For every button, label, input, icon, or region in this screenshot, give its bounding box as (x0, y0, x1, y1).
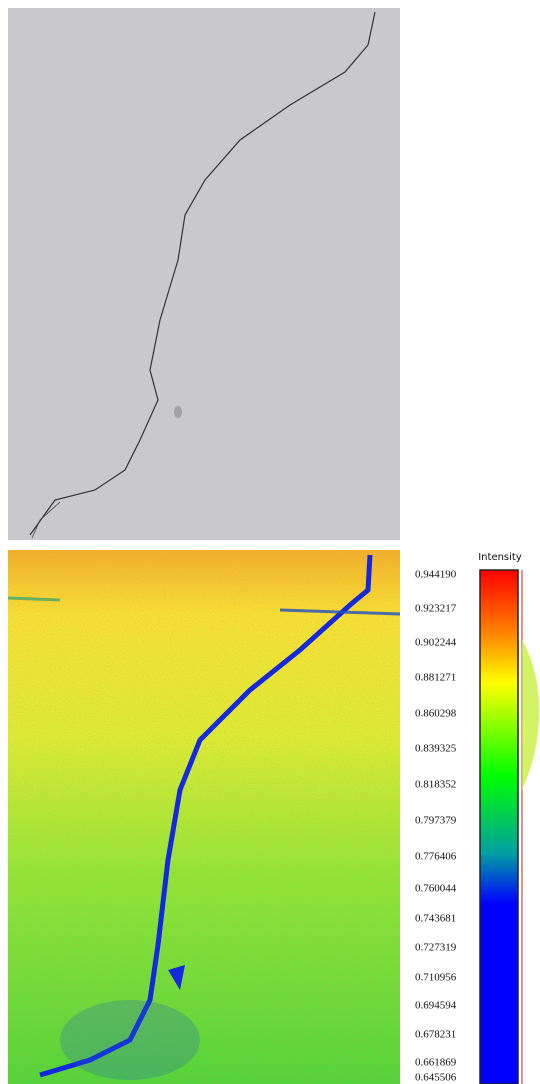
colorbar-label: 0.818352 (415, 779, 456, 791)
colorbar-label: 0.923217 (415, 603, 457, 615)
colorbar-label: 0.710956 (415, 972, 457, 984)
photo (8, 8, 400, 540)
colorbar-label: 0.678231 (415, 1029, 456, 1041)
colorbar-label: 0.776406 (415, 851, 457, 863)
colorbar-label: 0.839325 (415, 743, 457, 755)
colorbar-label: 0.760044 (415, 883, 457, 895)
colorbar-label: 0.727319 (415, 942, 457, 954)
colorbar-label: 0.881271 (415, 672, 456, 684)
colorbar-label: 0.797379 (415, 815, 457, 827)
colorbar-label: 0.661869 (415, 1057, 457, 1069)
colorbar-label: 0.944190 (415, 569, 457, 581)
colorbar-title: Intensity (478, 552, 522, 563)
colorbar: Intensity 0.944190 0.923217 0.902244 0.8812… (415, 552, 540, 1084)
colorbar-label: 0.902244 (415, 637, 457, 649)
colorbar-label: 0.694594 (415, 1000, 457, 1012)
colorbar-label: 0.645506 (415, 1072, 457, 1084)
colorbar-label: 0.860298 (415, 708, 457, 720)
colorbar-label: 0.743681 (415, 913, 456, 925)
intensity-map (7, 550, 401, 1084)
